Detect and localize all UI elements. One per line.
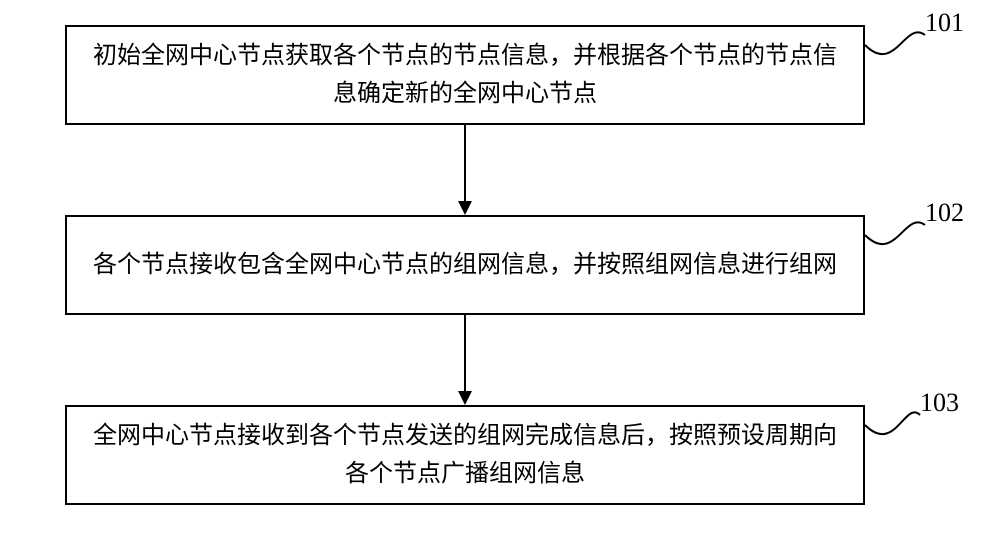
flowchart-container: 初始全网中心节点获取各个节点的节点信息，并根据各个节点的节点信息确定新的全网中心… [0,0,1000,533]
label-103: 103 [920,388,959,418]
label-102: 102 [925,198,964,228]
label-101: 101 [925,8,964,38]
connector-3 [0,0,1000,533]
